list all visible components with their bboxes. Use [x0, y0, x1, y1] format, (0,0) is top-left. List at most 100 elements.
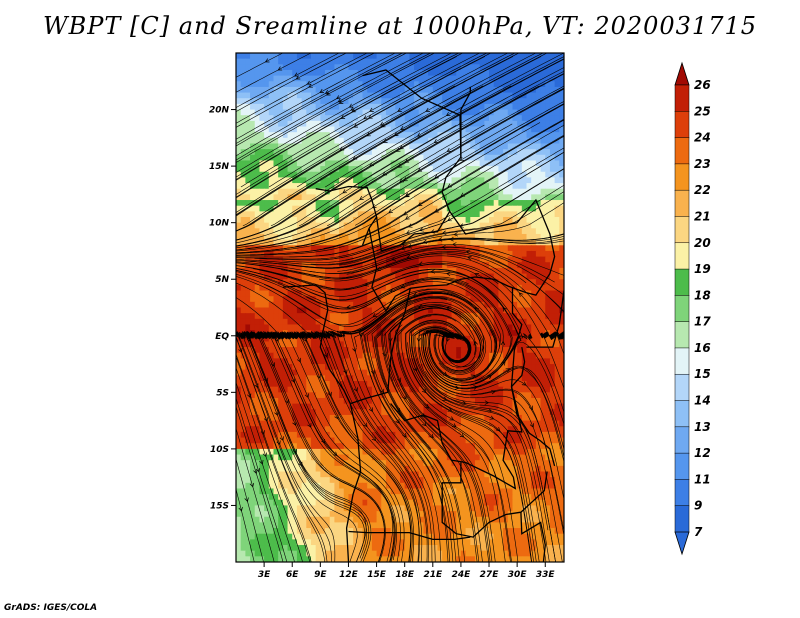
field-cell [320, 454, 326, 461]
field-cell [334, 352, 340, 359]
field-cell [535, 375, 542, 382]
field-cell [489, 115, 495, 122]
field-cell [428, 115, 434, 122]
field-cell [423, 109, 429, 116]
field-cell [310, 194, 317, 201]
field-cell [296, 239, 303, 246]
field-cell [460, 392, 467, 399]
field-cell [315, 166, 321, 173]
field-cell [428, 86, 434, 94]
field-cell [357, 409, 364, 416]
field-cell [236, 160, 242, 167]
field-cell [240, 448, 246, 456]
field-cell [357, 217, 364, 224]
field-cell [325, 239, 331, 246]
field-cell [479, 188, 485, 195]
field-cell [315, 132, 321, 139]
field-cell [245, 228, 251, 235]
field-cell [362, 171, 368, 179]
field-cell [236, 352, 242, 359]
field-cell [428, 443, 434, 450]
field-cell [432, 166, 439, 173]
field-cell [236, 205, 242, 212]
field-cell [549, 171, 556, 179]
field-cell [442, 92, 448, 99]
field-cell [348, 233, 354, 241]
field-cell [554, 171, 560, 179]
field-cell [371, 307, 378, 314]
field-cell [306, 414, 312, 422]
field-cell [348, 188, 354, 195]
field-cell [371, 426, 378, 433]
field-cell [264, 120, 270, 128]
field-cell [446, 228, 453, 235]
field-cell [526, 296, 532, 303]
field-cell [395, 245, 401, 252]
field-cell [540, 86, 546, 94]
field-cell [456, 448, 462, 456]
field-cell [264, 375, 270, 382]
field-cell [381, 335, 387, 343]
field-cell [512, 420, 518, 427]
field-cell [325, 137, 331, 145]
field-cell [296, 228, 303, 235]
field-cell [559, 296, 564, 303]
field-cell [296, 183, 303, 190]
field-cell [325, 250, 331, 258]
field-cell [554, 437, 560, 444]
field-cell [390, 397, 396, 405]
field-cell [292, 160, 298, 167]
field-cell [559, 228, 564, 235]
field-cell [268, 166, 275, 173]
field-cell [479, 58, 485, 65]
field-cell [264, 381, 270, 388]
field-cell [245, 217, 251, 224]
field-cell [362, 369, 368, 376]
field-cell [479, 273, 485, 280]
field-cell [315, 92, 321, 99]
field-cell [287, 375, 293, 382]
field-cell [348, 200, 354, 207]
field-cell [240, 98, 246, 105]
field-cell [474, 98, 481, 105]
field-cell [554, 335, 560, 343]
field-cell [325, 53, 331, 60]
field-cell [259, 318, 265, 326]
field-cell [296, 386, 303, 393]
field-cell [479, 228, 485, 235]
field-cell [259, 58, 265, 65]
field-cell [517, 183, 523, 190]
field-cell [470, 296, 476, 303]
field-cell [395, 397, 401, 405]
field-cell [498, 109, 504, 116]
field-cell [437, 284, 443, 292]
field-cell [512, 98, 518, 105]
field-cell [526, 69, 532, 77]
field-cell [381, 109, 387, 116]
field-cell [385, 92, 392, 99]
field-cell [512, 69, 518, 77]
field-cell [423, 58, 429, 65]
field-cell [521, 335, 528, 343]
field-cell [334, 188, 340, 195]
field-cell [554, 188, 560, 195]
field-cell [479, 392, 485, 399]
field-cell [254, 98, 261, 105]
field-cell [559, 386, 564, 393]
field-cell [236, 318, 242, 326]
field-cell [456, 392, 462, 399]
field-cell [517, 284, 523, 292]
field-cell [385, 154, 392, 162]
field-cell [446, 239, 453, 246]
field-cell [456, 98, 462, 105]
field-cell [531, 443, 537, 450]
field-cell [517, 154, 523, 162]
field-cell [545, 262, 551, 269]
field-cell [531, 352, 537, 359]
field-cell [325, 301, 331, 309]
field-cell [357, 324, 364, 331]
field-cell [484, 426, 490, 433]
field-cell [245, 194, 251, 201]
field-cell [362, 205, 368, 212]
field-cell [292, 437, 298, 444]
